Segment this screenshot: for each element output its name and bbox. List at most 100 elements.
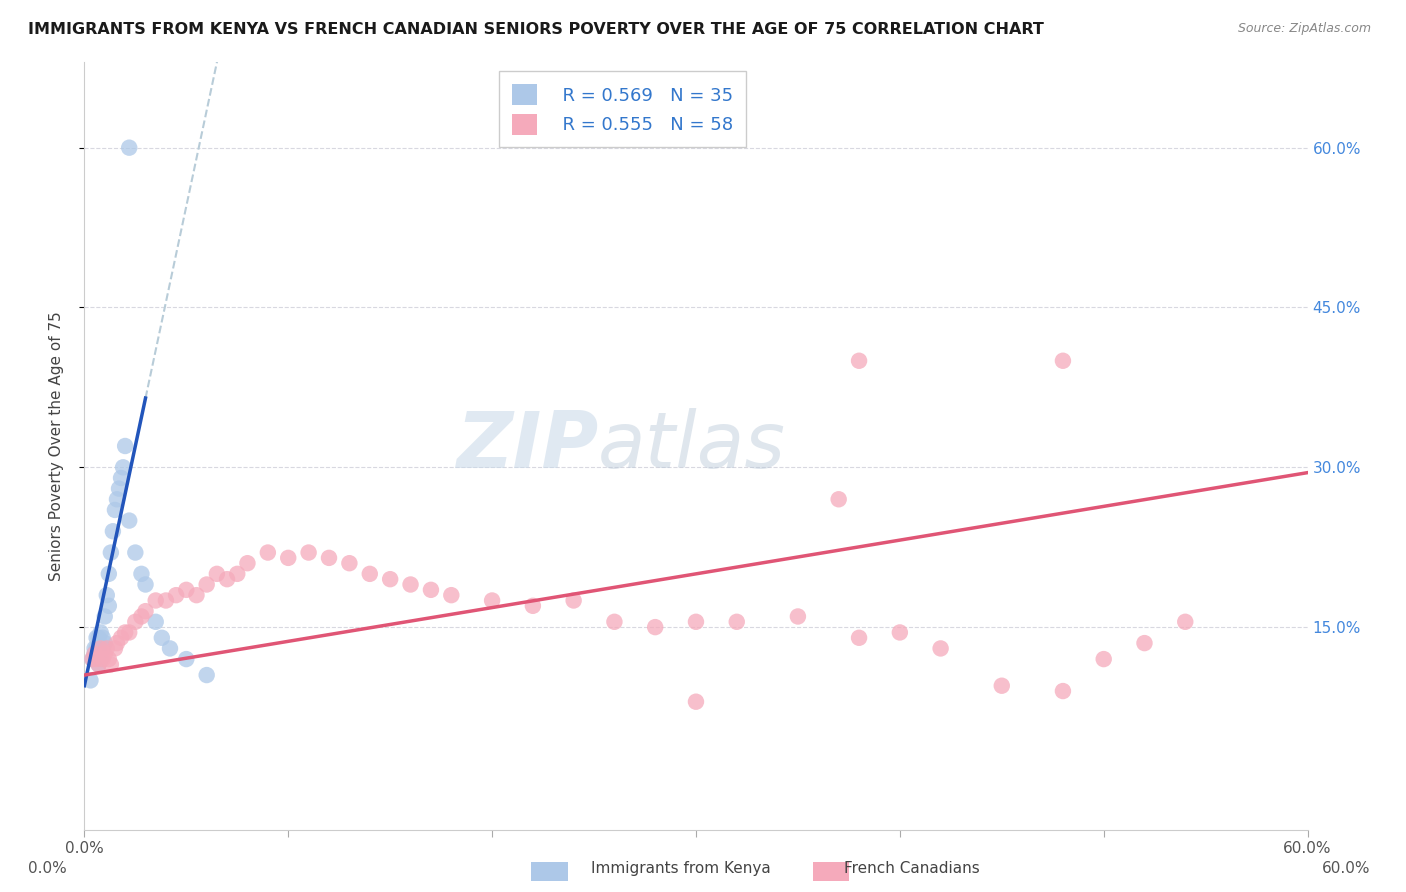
Point bbox=[91, 652, 114, 666]
Legend:   R = 0.569   N = 35,   R = 0.555   N = 58: R = 0.569 N = 35, R = 0.555 N = 58 bbox=[499, 71, 747, 147]
Text: atlas: atlas bbox=[598, 408, 786, 484]
Point bbox=[257, 545, 280, 559]
Point bbox=[725, 615, 748, 629]
Point bbox=[1133, 636, 1156, 650]
Text: 0.0%: 0.0% bbox=[28, 861, 67, 876]
Point bbox=[104, 503, 127, 517]
Point bbox=[828, 492, 851, 507]
Point bbox=[1052, 353, 1074, 368]
Point bbox=[87, 631, 110, 645]
Point bbox=[82, 652, 104, 666]
Point bbox=[93, 609, 115, 624]
Point bbox=[848, 631, 870, 645]
Point bbox=[118, 514, 141, 528]
Y-axis label: Seniors Poverty Over the Age of 75: Seniors Poverty Over the Age of 75 bbox=[49, 311, 63, 581]
Point bbox=[929, 641, 952, 656]
Point bbox=[236, 556, 259, 570]
Point bbox=[195, 577, 218, 591]
Point bbox=[298, 545, 321, 559]
Point bbox=[165, 588, 187, 602]
Point bbox=[522, 599, 544, 613]
Point bbox=[205, 566, 228, 581]
Point bbox=[82, 652, 104, 666]
Point bbox=[685, 615, 707, 629]
Point bbox=[131, 609, 153, 624]
Point bbox=[159, 641, 181, 656]
Point bbox=[118, 625, 141, 640]
Point bbox=[339, 556, 361, 570]
Point bbox=[100, 545, 122, 559]
Point bbox=[135, 604, 157, 618]
Point bbox=[90, 652, 112, 666]
Point bbox=[90, 625, 112, 640]
Point bbox=[110, 631, 132, 645]
Point bbox=[124, 615, 146, 629]
Text: 60.0%: 60.0% bbox=[1323, 861, 1371, 876]
Point bbox=[105, 636, 128, 650]
Point bbox=[481, 593, 503, 607]
Point bbox=[93, 647, 115, 661]
Point bbox=[787, 609, 810, 624]
Point bbox=[86, 652, 108, 666]
Text: Immigrants from Kenya: Immigrants from Kenya bbox=[591, 861, 770, 876]
Text: ZIP: ZIP bbox=[456, 408, 598, 484]
Point bbox=[90, 641, 112, 656]
Point bbox=[114, 625, 136, 640]
Point bbox=[150, 631, 173, 645]
Point bbox=[848, 353, 870, 368]
Point bbox=[96, 588, 118, 602]
Point bbox=[93, 636, 115, 650]
Point bbox=[86, 631, 108, 645]
Point bbox=[110, 471, 132, 485]
Point bbox=[420, 582, 443, 597]
Point bbox=[195, 668, 218, 682]
Point bbox=[145, 615, 167, 629]
Text: French Canadians: French Canadians bbox=[844, 861, 980, 876]
Point bbox=[644, 620, 666, 634]
Point bbox=[174, 582, 197, 597]
Point bbox=[118, 141, 141, 155]
Point bbox=[83, 647, 105, 661]
Point bbox=[114, 439, 136, 453]
Point bbox=[97, 599, 120, 613]
Point bbox=[186, 588, 208, 602]
Point bbox=[97, 566, 120, 581]
Point bbox=[399, 577, 422, 591]
Point bbox=[277, 550, 299, 565]
Point bbox=[359, 566, 381, 581]
Point bbox=[1052, 684, 1074, 698]
Point bbox=[226, 566, 249, 581]
Point bbox=[685, 695, 707, 709]
Point bbox=[100, 657, 122, 672]
Point bbox=[87, 657, 110, 672]
Point bbox=[155, 593, 177, 607]
Point bbox=[83, 647, 105, 661]
Point bbox=[87, 657, 110, 672]
Point bbox=[135, 577, 157, 591]
Point bbox=[991, 679, 1014, 693]
Point bbox=[217, 572, 239, 586]
Point bbox=[1174, 615, 1197, 629]
Text: Source: ZipAtlas.com: Source: ZipAtlas.com bbox=[1237, 22, 1371, 36]
Point bbox=[562, 593, 585, 607]
Point bbox=[101, 524, 124, 539]
Point bbox=[889, 625, 911, 640]
Point bbox=[91, 641, 114, 656]
Point bbox=[440, 588, 463, 602]
Point bbox=[108, 482, 131, 496]
Point bbox=[83, 641, 105, 656]
Point bbox=[174, 652, 197, 666]
Point bbox=[104, 641, 127, 656]
Point bbox=[145, 593, 167, 607]
Point bbox=[97, 652, 120, 666]
Point bbox=[318, 550, 340, 565]
Point bbox=[105, 492, 128, 507]
Point bbox=[86, 641, 108, 656]
Point bbox=[91, 631, 114, 645]
Point bbox=[96, 641, 118, 656]
Point bbox=[1092, 652, 1115, 666]
Point bbox=[603, 615, 626, 629]
Point bbox=[112, 460, 135, 475]
Point bbox=[79, 673, 101, 688]
Point bbox=[380, 572, 402, 586]
